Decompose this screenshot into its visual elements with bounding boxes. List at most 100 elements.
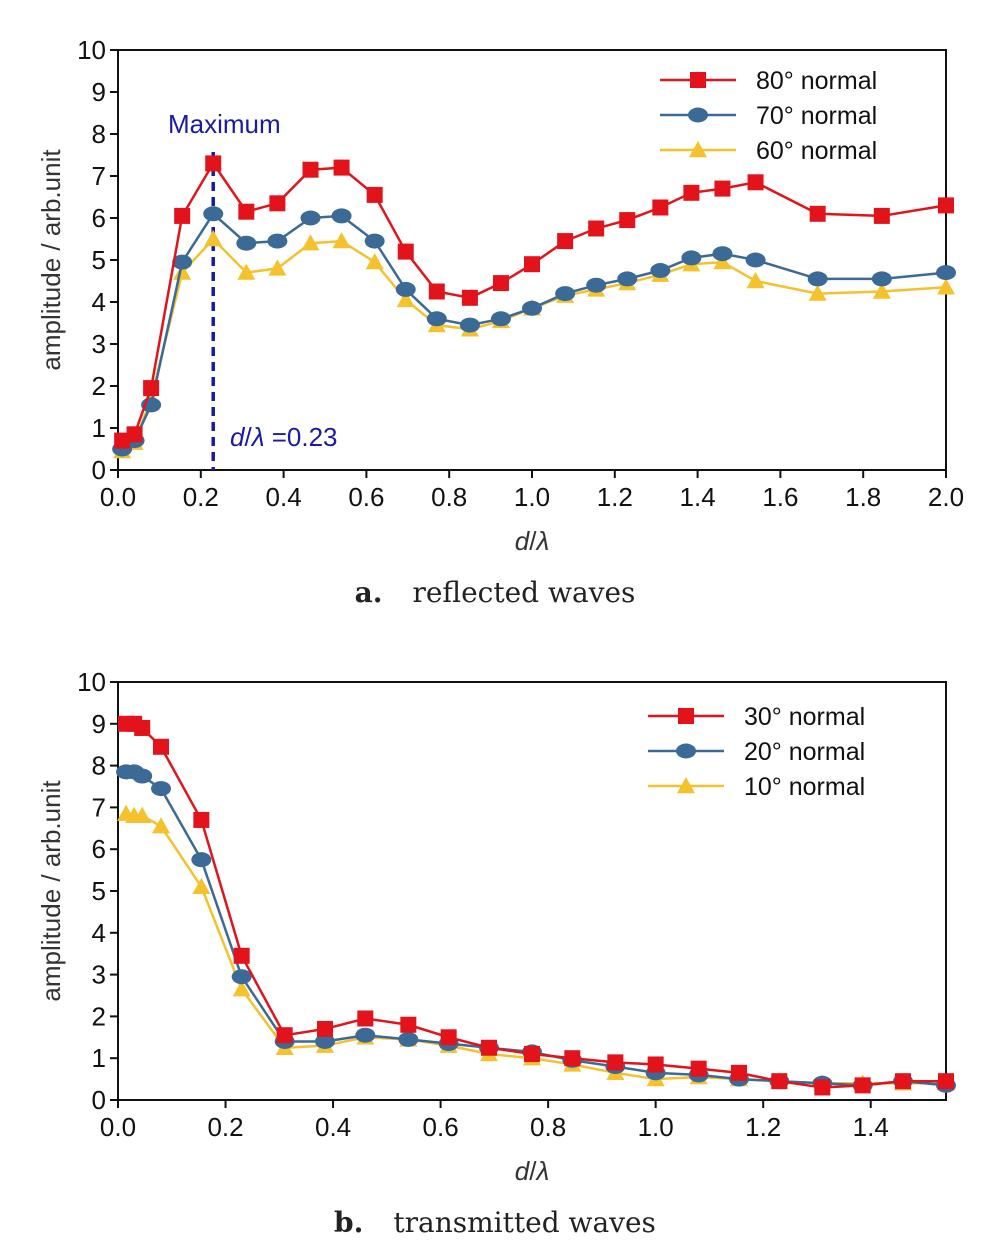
data-point xyxy=(276,1027,293,1044)
x-tick-label: 0.4 xyxy=(266,482,302,512)
data-point xyxy=(333,159,350,176)
data-point xyxy=(366,186,383,203)
x-tick-label: 0.4 xyxy=(315,1112,351,1142)
data-point xyxy=(301,234,320,251)
x-tick-label: 1.8 xyxy=(845,482,881,512)
x-tick-label: 1.2 xyxy=(597,482,633,512)
data-point xyxy=(398,1031,419,1047)
data-point xyxy=(364,233,385,249)
y-tick-label: 9 xyxy=(92,77,106,107)
y-tick-label: 1 xyxy=(92,413,106,443)
data-point xyxy=(172,254,193,270)
data-point xyxy=(459,317,480,333)
legend-marker xyxy=(678,708,694,724)
panel-caption: b. transmitted waves xyxy=(334,1206,656,1239)
y-tick-label: 4 xyxy=(92,918,106,948)
x-tick-label: 0.2 xyxy=(183,482,219,512)
data-point xyxy=(203,206,224,222)
legend-entry: 70° normal xyxy=(756,102,877,130)
y-tick-label: 7 xyxy=(92,161,106,191)
data-point xyxy=(871,271,892,287)
maximum-label: Maximum xyxy=(168,109,281,139)
data-point xyxy=(428,283,445,300)
data-point xyxy=(681,250,702,266)
x-tick-label: 1.4 xyxy=(853,1112,889,1142)
panel-caption: a. reflected waves xyxy=(355,576,636,609)
y-tick-label: 1 xyxy=(92,1043,106,1073)
x-tick-label: 0.8 xyxy=(431,482,467,512)
x-tick-label: 0.0 xyxy=(100,1112,136,1142)
x-tick-label: 0.8 xyxy=(530,1112,566,1142)
y-tick-label: 5 xyxy=(92,245,106,275)
data-point xyxy=(712,246,733,262)
data-point xyxy=(233,947,250,964)
maximum-x-label: d/λ =0.23 xyxy=(230,422,338,452)
data-point xyxy=(809,205,826,222)
y-tick-label: 2 xyxy=(92,1001,106,1031)
data-point xyxy=(231,969,252,985)
legend: 80° normal 70° normal 60° normal xyxy=(660,67,877,165)
data-point xyxy=(267,233,288,249)
panel-reflected-waves: 0 1 2 3 4 5 6 7 8 9 10 0.0 0.2 0.4 0.6 0.8 1.0 1.2 1.4 1.6 1… xyxy=(36,35,964,609)
data-point xyxy=(647,1056,664,1073)
data-point xyxy=(746,272,765,289)
x-tick-label: 1.0 xyxy=(638,1112,674,1142)
data-point xyxy=(332,232,351,249)
y-tick-label: 9 xyxy=(92,709,106,739)
data-point xyxy=(690,1060,707,1077)
legend-entry: 30° normal xyxy=(744,703,865,731)
series-square xyxy=(114,155,954,449)
data-point xyxy=(331,208,352,224)
y-tick-label: 6 xyxy=(92,203,106,233)
data-point xyxy=(173,263,192,280)
data-point xyxy=(395,281,416,297)
data-point xyxy=(238,203,255,220)
data-point xyxy=(937,278,955,295)
data-point xyxy=(134,719,151,736)
series-circle xyxy=(112,206,956,457)
x-axis-label: d/λ xyxy=(515,1156,550,1186)
data-point xyxy=(588,220,605,237)
y-axis-label: amplitude / arb.unit xyxy=(36,149,66,371)
data-point xyxy=(617,271,638,287)
data-point xyxy=(237,263,256,280)
data-point xyxy=(365,253,384,270)
data-point xyxy=(400,1016,417,1033)
legend-entry: 20° normal xyxy=(744,738,865,766)
data-point xyxy=(586,277,607,293)
data-point xyxy=(938,197,954,214)
y-tick-label: 2 xyxy=(92,371,106,401)
data-point xyxy=(302,161,319,178)
data-point xyxy=(317,1020,333,1037)
x-tick-label: 0.2 xyxy=(207,1112,243,1142)
data-point xyxy=(152,817,171,834)
data-point xyxy=(151,781,172,797)
data-point xyxy=(938,1073,954,1090)
data-point xyxy=(315,1033,335,1049)
data-point xyxy=(174,207,191,224)
x-axis-label: d/λ xyxy=(515,526,550,556)
legend-marker xyxy=(677,777,695,794)
data-point xyxy=(771,1073,788,1090)
y-tick-label: 10 xyxy=(77,35,106,65)
legend: 30° normal 20° normal 10° normal xyxy=(648,703,865,801)
data-point xyxy=(480,1039,497,1056)
series-circle xyxy=(116,764,956,1093)
data-point xyxy=(747,174,764,191)
data-point xyxy=(268,259,287,276)
y-tick-label: 4 xyxy=(92,287,106,317)
series-line xyxy=(126,770,947,1087)
y-tick-label: 5 xyxy=(92,876,106,906)
x-tick-label: 1.6 xyxy=(762,482,798,512)
y-tick-label: 3 xyxy=(92,960,106,990)
data-point xyxy=(204,230,223,247)
y-tick-label: 0 xyxy=(92,455,106,485)
x-tick-label: 0.6 xyxy=(423,1112,459,1142)
x-tick-label: 1.2 xyxy=(745,1112,781,1142)
legend-entry: 10° normal xyxy=(744,773,865,801)
data-point xyxy=(854,1077,871,1094)
data-point xyxy=(269,195,286,212)
y-tick-label: 0 xyxy=(92,1085,106,1115)
data-point xyxy=(492,275,509,292)
